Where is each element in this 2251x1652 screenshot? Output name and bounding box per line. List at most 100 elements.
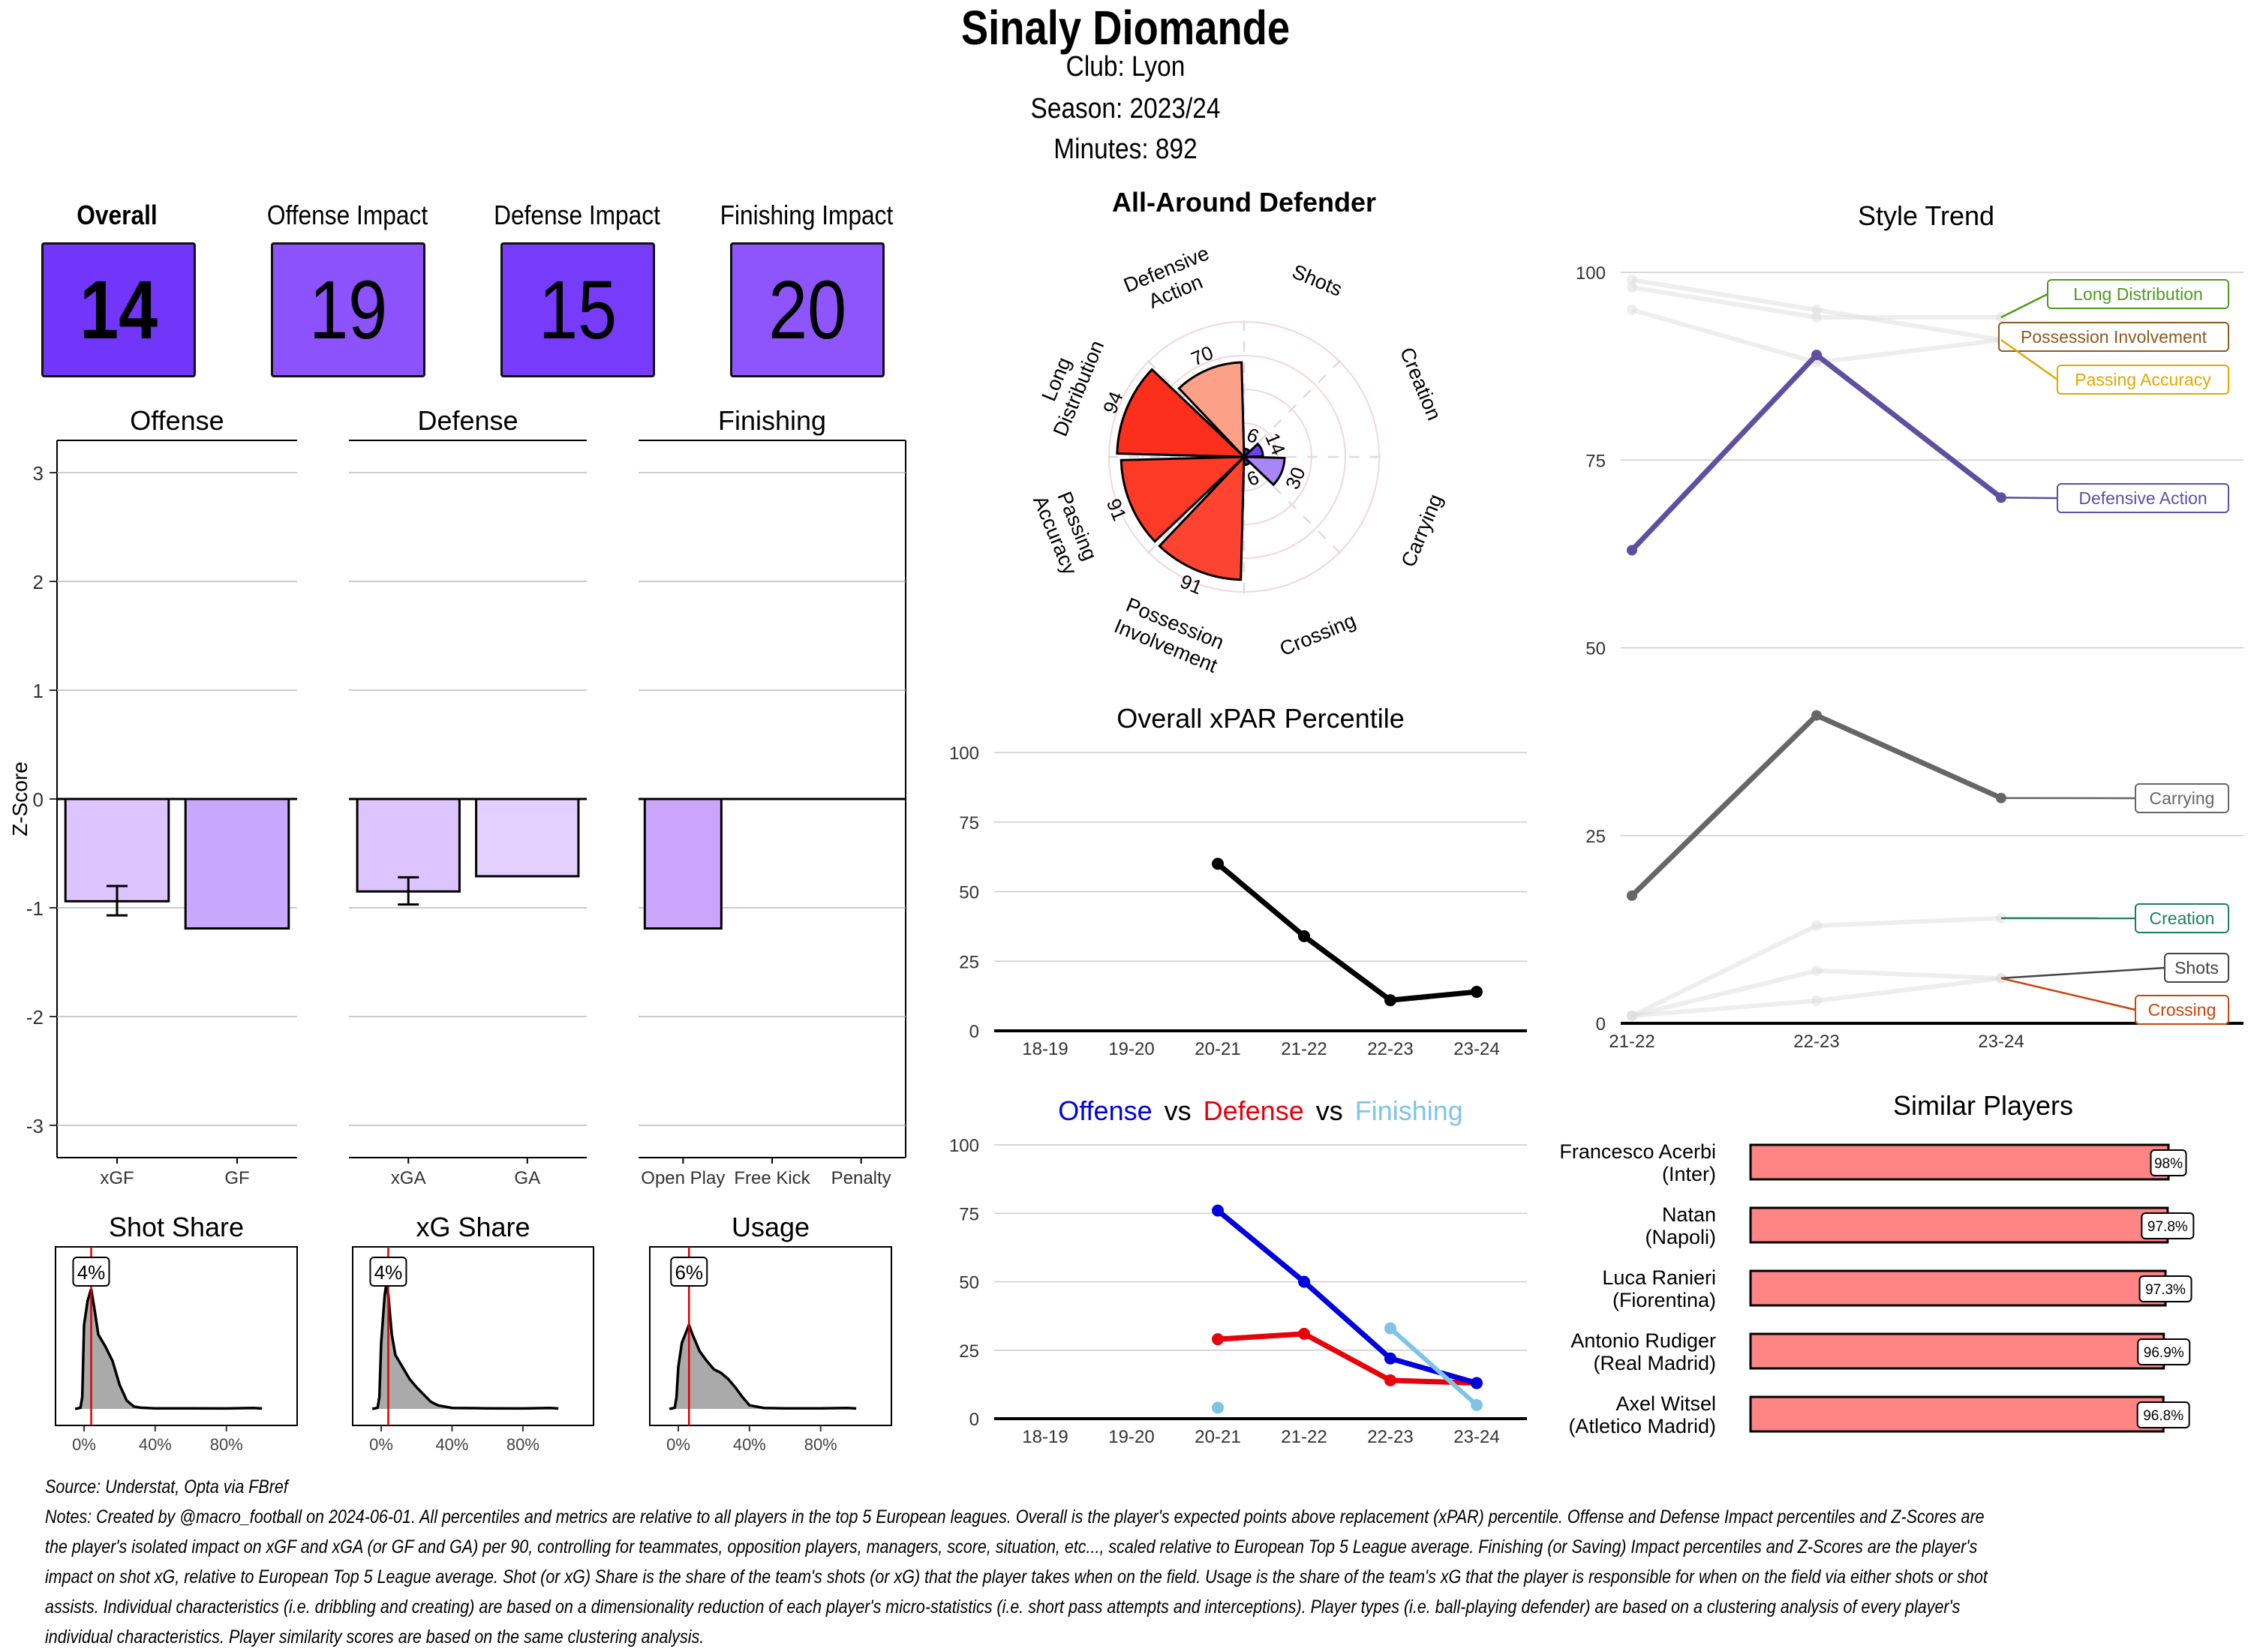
y-tick-label: -2 [26, 1006, 44, 1029]
style-leader-line [2001, 968, 2165, 978]
x-tick-label: 40% [435, 1435, 468, 1454]
polar-category-label: Carrying [1397, 491, 1447, 570]
x-tick-label: xGF [100, 1168, 134, 1188]
bar [476, 799, 579, 876]
x-tick-label: xGA [391, 1168, 426, 1188]
polar-chart: All-Around Defender6Shots14Creation30Car… [1026, 187, 1447, 677]
y-tick-label: 100 [949, 1136, 979, 1156]
y-tick-label: 0 [1596, 1014, 1606, 1035]
polar-category-label: Shots [1289, 260, 1345, 301]
notes-line: the player's isolated impact on xGF and … [45, 1532, 1916, 1562]
bar [185, 799, 289, 929]
label-line: Creation [1396, 344, 1446, 424]
x-tick-label: 20-21 [1195, 1427, 1240, 1447]
notes-line: Notes: Created by @macro_football on 202… [45, 1502, 1916, 1532]
offense-point [1298, 1276, 1310, 1288]
y-tick-label: 25 [959, 952, 979, 972]
y-tick-label: 2 [33, 571, 44, 593]
x-tick-label: 18-19 [1022, 1427, 1068, 1447]
style-crossing-point [1811, 966, 1822, 976]
x-tick-label: 80% [804, 1435, 837, 1454]
style-carrying-line [1632, 716, 2001, 896]
player-value-label: 6% [675, 1261, 703, 1284]
similar-player-name: Natan [1662, 1203, 1716, 1226]
polar-category-label: DefensiveAction [1120, 242, 1222, 319]
xpar-point [1384, 994, 1396, 1006]
x-tick-label: 21-22 [1609, 1032, 1654, 1052]
y-tick-label: 0 [969, 1410, 979, 1430]
polar-value-label: 91 [1177, 569, 1206, 599]
x-tick-label: 19-20 [1108, 1039, 1154, 1059]
y-tick-label: 50 [1585, 639, 1606, 659]
y-tick-label: 25 [1585, 827, 1606, 847]
style-leader-line [2001, 294, 2048, 317]
y-tick-label: -3 [26, 1115, 44, 1137]
y-tick-label: 25 [959, 1341, 979, 1362]
x-tick-label: Free Kick [734, 1168, 810, 1188]
density-title: Usage [732, 1212, 810, 1242]
similar-value-label: 96.9% [2144, 1345, 2184, 1361]
style-defensive-action-point [1811, 350, 1822, 360]
bar [645, 799, 721, 929]
style-shots-point [1811, 996, 1822, 1006]
title-part: Finishing [1355, 1095, 1463, 1126]
y-tick-label: 75 [959, 813, 979, 834]
similar-player-club: (Real Madrid) [1593, 1352, 1716, 1374]
similar-bar [1751, 1397, 2163, 1431]
x-tick-label: GF [224, 1168, 249, 1188]
style-label: Long Distribution [2073, 284, 2203, 304]
x-tick-label: 19-20 [1108, 1427, 1154, 1447]
xpar-point [1298, 930, 1310, 942]
y-tick-label: 1 [33, 680, 44, 702]
x-tick-label: 23-24 [1453, 1427, 1499, 1447]
x-tick-label: 21-22 [1281, 1427, 1327, 1447]
offense-point [1212, 1205, 1224, 1217]
style-defensive-action-point [1627, 545, 1637, 555]
panel-title: Offense [130, 405, 224, 436]
y-tick-label: 75 [959, 1204, 979, 1224]
y-tick-label: 100 [1576, 263, 1606, 284]
notes-line: assists. Individual characteristics (i.e… [45, 1592, 1916, 1622]
x-tick-label: 0% [72, 1435, 96, 1454]
polar-value-label: 91 [1102, 495, 1132, 524]
title-part: Defense [1204, 1095, 1304, 1126]
footer-notes: Source: Understat, Opta via FBref Notes:… [45, 1472, 2221, 1652]
y-tick-label: 75 [1585, 451, 1606, 471]
style-leader-line [2001, 978, 2135, 1010]
notes-line: impact on shot xG, relative to European … [45, 1562, 1916, 1592]
xpar-point [1212, 858, 1224, 870]
polar-value-label: 94 [1098, 388, 1128, 416]
polar-title: All-Around Defender [1112, 187, 1376, 218]
style-possession-involvement-point [1811, 305, 1822, 315]
density-title: Shot Share [109, 1212, 244, 1242]
style-carrying-point [1811, 710, 1822, 721]
panel-title: Defense [417, 405, 518, 436]
x-tick-label: Penalty [831, 1168, 891, 1188]
similar-player-club: (Napoli) [1645, 1226, 1716, 1248]
polar-category-label: PassingAccuracy [1029, 483, 1104, 578]
polar-category-label: LongDistribution [1026, 328, 1108, 440]
x-tick-label: 0% [666, 1435, 690, 1454]
similar-bar [1751, 1334, 2164, 1368]
polar-category-label: PossessionInvolvement [1111, 593, 1231, 677]
defense-point [1384, 1374, 1396, 1386]
similar-value-label: 97.3% [2145, 1282, 2186, 1298]
polar-value-label: 70 [1188, 341, 1216, 371]
player-value-label: 4% [374, 1261, 403, 1284]
similar-title: Similar Players [1893, 1090, 2073, 1121]
label-line: Crossing [1276, 609, 1359, 660]
x-tick-label: 80% [506, 1435, 539, 1454]
style-label: Shots [2174, 958, 2219, 978]
finishing-point [1212, 1401, 1224, 1413]
style-passing-accuracy-point [1627, 305, 1637, 315]
density-area [75, 1289, 262, 1409]
polar-value-label: 14 [1261, 430, 1290, 458]
similar-value-label: 96.8% [2143, 1408, 2183, 1424]
title-part: vs [1316, 1095, 1343, 1126]
x-tick-label: 18-19 [1022, 1039, 1068, 1059]
